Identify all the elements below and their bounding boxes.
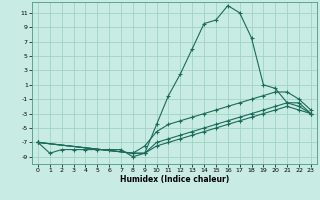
X-axis label: Humidex (Indice chaleur): Humidex (Indice chaleur) — [120, 175, 229, 184]
